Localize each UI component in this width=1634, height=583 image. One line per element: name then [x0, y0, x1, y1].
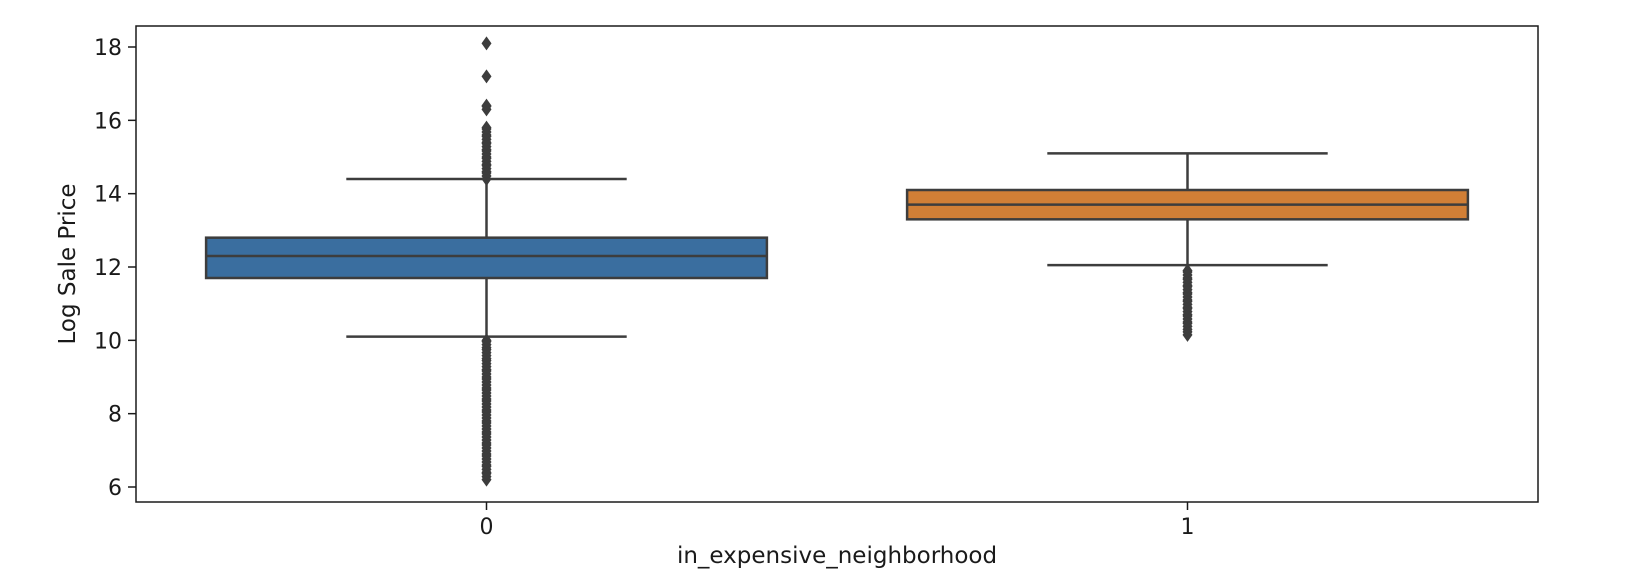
y-tick-label: 6 [108, 476, 122, 501]
x-tick-label: 0 [480, 515, 494, 540]
outlier-point [481, 98, 492, 113]
box-group-1 [905, 152, 1470, 342]
y-tick-label: 18 [94, 36, 122, 61]
outlier-point [481, 69, 492, 84]
box-group-0 [204, 36, 769, 487]
y-tick-label: 8 [108, 403, 122, 428]
x-tick-label: 1 [1181, 515, 1195, 540]
y-tick-label: 10 [94, 329, 122, 354]
boxes-group [204, 36, 1470, 487]
outlier-point [481, 333, 492, 348]
y-tick-label: 16 [94, 109, 122, 134]
y-tick-label: 12 [94, 256, 122, 281]
y-axis-label: Log Sale Price [55, 183, 81, 344]
y-axis: 6 8 10 12 14 16 18 [94, 36, 136, 501]
outlier-point [481, 36, 492, 51]
outlier-point [1182, 263, 1193, 278]
outlier-point [481, 120, 492, 135]
box-iqr [204, 236, 769, 280]
x-axis-label: in_expensive_neighborhood [677, 543, 997, 569]
y-tick-label: 14 [94, 183, 122, 208]
